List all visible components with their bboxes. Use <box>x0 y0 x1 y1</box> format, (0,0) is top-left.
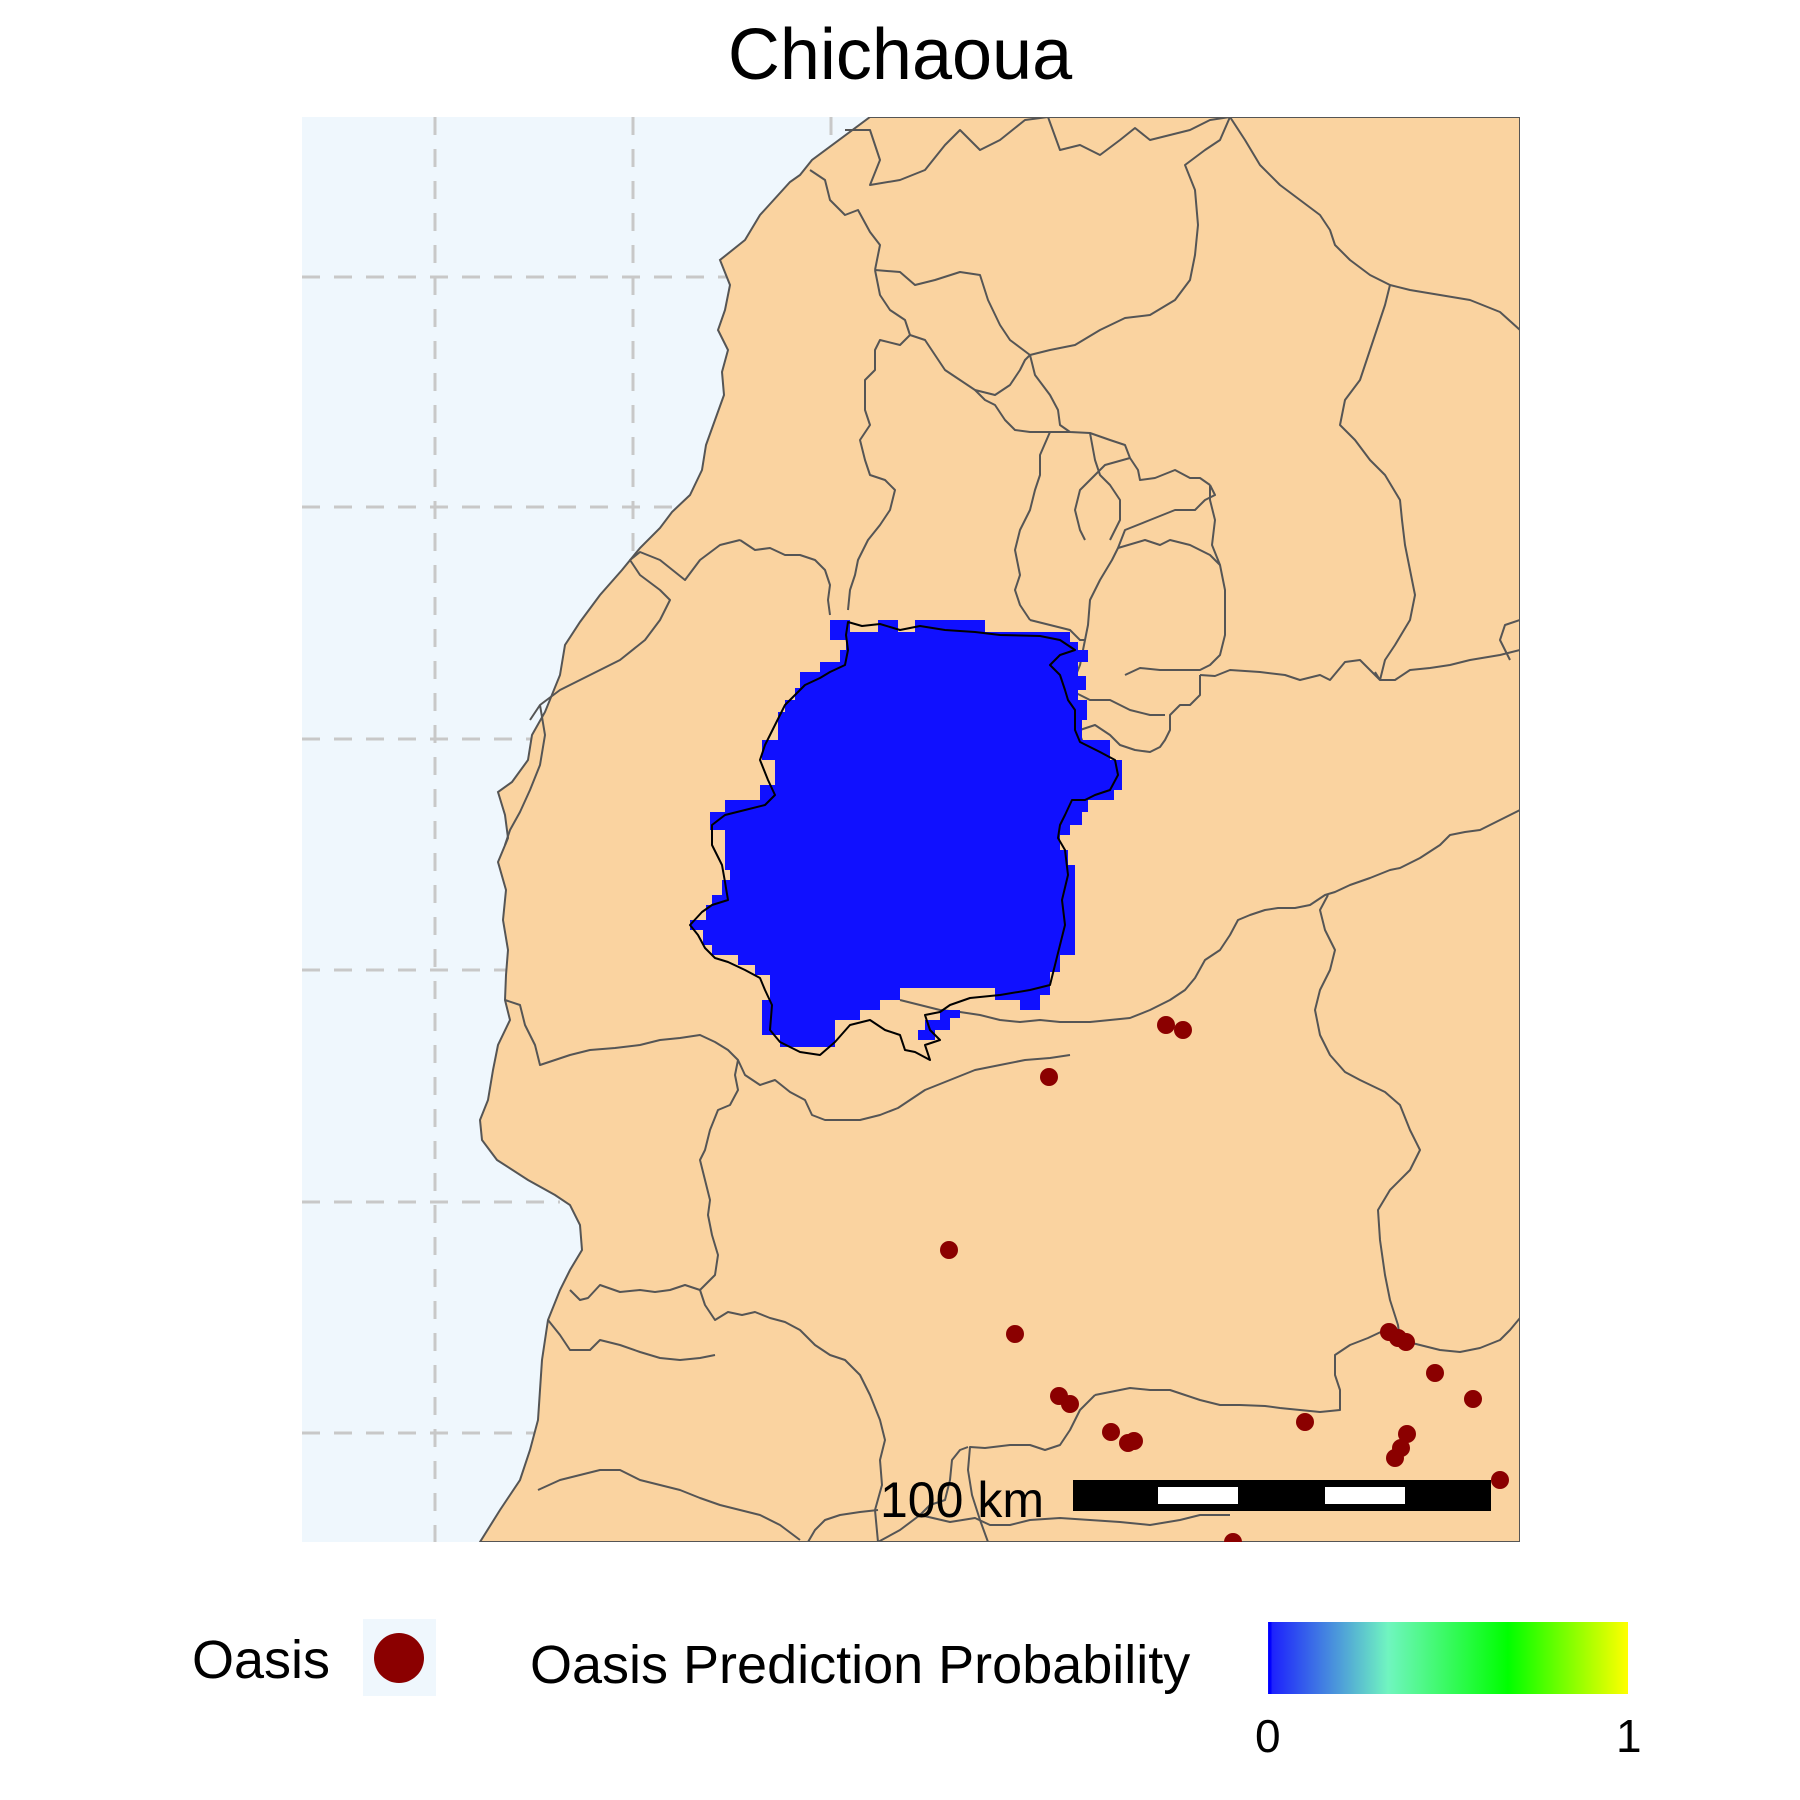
province-border <box>547 1319 716 1361</box>
province-border <box>1094 1329 1401 1413</box>
legend-oasis-label: Oasis <box>192 1630 331 1690</box>
oasis-point <box>1174 1021 1192 1039</box>
oasis-point <box>1125 1432 1143 1450</box>
colorbar-max-label: 1 <box>1616 1710 1642 1762</box>
prediction-raster <box>690 620 1122 1047</box>
province-border <box>1029 117 1231 356</box>
province-border <box>529 539 741 721</box>
map-title: Chichaoua <box>727 15 1073 95</box>
oasis-point <box>1157 1016 1175 1034</box>
province-border <box>1499 619 1520 661</box>
province-border <box>1380 649 1520 681</box>
oasis-point <box>1491 1471 1509 1489</box>
province-border <box>874 269 1031 356</box>
oasis-points <box>940 1016 1509 1542</box>
scale-bar-segment-white <box>1158 1487 1238 1504</box>
oasis-point <box>1040 1068 1058 1086</box>
province-border <box>1029 354 1211 486</box>
oasis-point <box>1061 1395 1079 1413</box>
province-border <box>737 1054 1071 1121</box>
oasis-point <box>1398 1425 1416 1443</box>
province-border <box>537 1469 801 1541</box>
province-border <box>974 389 1070 433</box>
province-borders <box>504 117 1520 1542</box>
province-border <box>877 1514 1230 1542</box>
oasis-point <box>1464 1390 1482 1408</box>
province-border <box>1229 117 1520 331</box>
scale-bar <box>1073 1480 1491 1511</box>
colorbar-min-label: 0 <box>1255 1710 1281 1762</box>
province-border <box>1074 457 1131 541</box>
scale-bar-segment-white <box>1325 1487 1405 1504</box>
oasis-point <box>1296 1413 1314 1431</box>
scale-bar-frame <box>1073 1480 1491 1511</box>
province-border <box>919 1446 969 1516</box>
province-border <box>1029 619 1085 641</box>
oasis-point <box>1102 1423 1120 1441</box>
probability-colorbar <box>1268 1622 1628 1694</box>
oasis-point <box>1386 1449 1404 1467</box>
province-border <box>1339 284 1416 681</box>
province-border <box>1399 1317 1520 1353</box>
oasis-point <box>1224 1533 1242 1542</box>
province-border <box>899 809 1520 1023</box>
province-border <box>504 999 739 1301</box>
province-border <box>739 539 831 616</box>
legend-probability-label: Oasis Prediction Probability <box>530 1635 1191 1695</box>
oasis-point <box>940 1241 958 1259</box>
province-border <box>1314 894 1421 1341</box>
chichaoua-outline <box>689 621 1119 1061</box>
province-border <box>1014 431 1051 621</box>
province-border <box>1117 539 1221 566</box>
province-border <box>1089 432 1121 541</box>
province-border <box>847 269 911 611</box>
province-border <box>809 169 881 271</box>
oasis-point <box>1397 1333 1415 1351</box>
oasis-point <box>1426 1364 1444 1382</box>
province-border <box>1124 485 1226 676</box>
province-border <box>1199 659 1381 681</box>
province-border <box>1047 117 1231 156</box>
legend-oasis-key-symbol <box>374 1633 424 1683</box>
province-border <box>807 1509 879 1542</box>
province-border <box>504 704 546 846</box>
province-border <box>967 1394 1096 1542</box>
oasis-point <box>1006 1325 1024 1343</box>
province-border <box>699 1289 886 1542</box>
province-border <box>845 117 1049 186</box>
province-border <box>1069 689 1165 716</box>
scale-bar-label: 100 km <box>880 1472 1044 1528</box>
